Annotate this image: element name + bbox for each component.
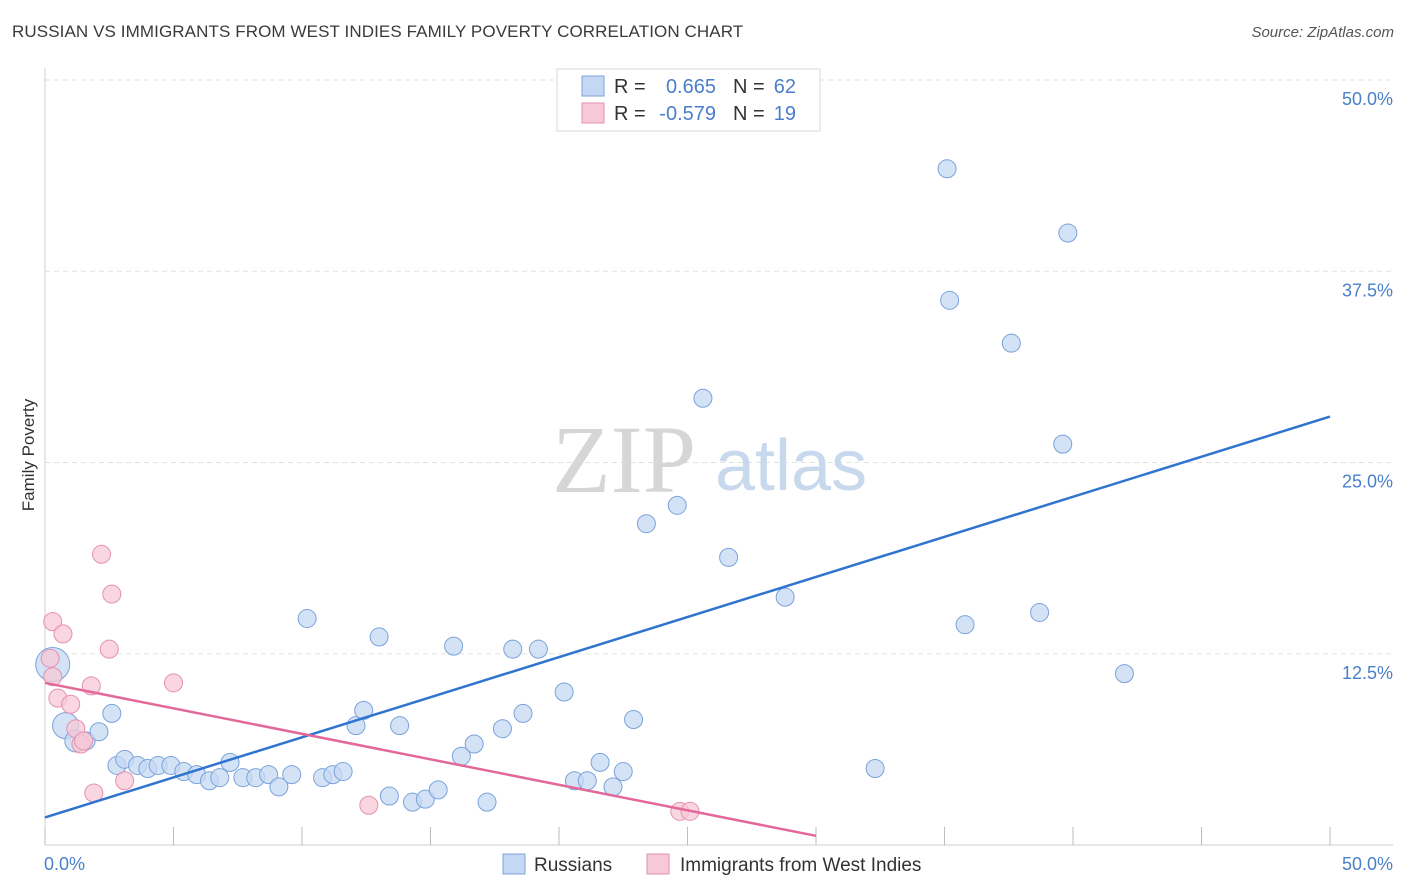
point-russians <box>282 765 302 785</box>
series-legend-swatch-russians <box>502 853 526 875</box>
y-axis-title: Family Poverty <box>19 398 38 511</box>
trend-lines <box>44 415 1331 838</box>
point-russians <box>1001 333 1021 353</box>
legend-r-value-russians: 0.665 <box>666 76 716 98</box>
point-russians <box>444 636 464 656</box>
y-tick-labels: 12.5% 25.0% 37.5% 50.0% <box>1342 89 1393 683</box>
point-russians <box>464 734 484 754</box>
point-russians <box>554 682 574 702</box>
source-note: Source: ZipAtlas.com <box>1251 24 1394 41</box>
point-russians <box>528 639 548 659</box>
x-tick-label-max: 50.0% <box>1342 854 1393 874</box>
watermark: ZIP atlas <box>552 406 867 513</box>
legend-r-label-russians: R = <box>614 76 646 98</box>
point-russians <box>492 719 512 739</box>
point-west-indies <box>43 612 63 632</box>
point-russians <box>624 710 644 730</box>
point-west-indies <box>61 694 81 714</box>
point-west-indies <box>102 584 122 604</box>
x-tick-label-min: 0.0% <box>44 854 85 874</box>
point-russians <box>693 388 713 408</box>
point-russians <box>369 627 389 647</box>
point-west-indies <box>359 795 379 815</box>
point-russians <box>89 722 109 742</box>
legend-n-value-west-indies: 19 <box>774 103 796 125</box>
y-tick-label: 37.5% <box>1342 280 1393 300</box>
point-russians <box>297 609 317 629</box>
series-legend-swatch-west-indies <box>646 853 670 875</box>
grid-lines <box>45 79 1393 655</box>
axes <box>44 68 1393 846</box>
correlation-legend: R = 0.665 N = 62 R = -0.579 N = 19 <box>556 68 821 132</box>
point-russians <box>636 514 656 534</box>
point-russians <box>667 495 687 515</box>
point-russians <box>577 771 597 791</box>
point-russians <box>937 159 957 179</box>
y-tick-label: 12.5% <box>1342 663 1393 683</box>
point-russians <box>955 615 975 635</box>
watermark-atlas: atlas <box>715 426 867 506</box>
point-russians <box>477 792 497 812</box>
series-legend-label-russians: Russians <box>534 855 612 876</box>
legend-n-value-russians: 62 <box>774 76 796 98</box>
point-west-indies <box>53 624 73 644</box>
watermark-zip: ZIP <box>552 406 696 513</box>
trend-line-west-indies <box>44 681 817 838</box>
point-russians <box>415 789 435 809</box>
point-west-indies <box>99 639 119 659</box>
legend-n-label-russians: N = <box>733 76 765 98</box>
point-west-indies <box>115 771 135 791</box>
point-russians <box>102 703 122 723</box>
point-russians <box>503 639 523 659</box>
point-russians <box>354 700 374 720</box>
point-west-indies <box>40 648 60 668</box>
point-russians <box>428 780 448 800</box>
point-russians <box>259 765 279 785</box>
point-russians <box>1030 602 1050 622</box>
legend-r-label-west-indies: R = <box>614 103 646 125</box>
point-west-indies <box>74 731 94 751</box>
point-russians <box>210 768 230 788</box>
y-tick-label: 50.0% <box>1342 89 1393 109</box>
point-west-indies <box>92 544 112 564</box>
point-russians <box>590 752 610 772</box>
legend-n-label-west-indies: N = <box>733 103 765 125</box>
series-legend-label-west-indies: Immigrants from West Indies <box>680 855 921 876</box>
scatter-points <box>35 159 1134 821</box>
legend-swatch-west-indies <box>581 102 605 124</box>
point-russians <box>1053 434 1073 454</box>
point-russians <box>333 762 353 782</box>
point-west-indies <box>43 667 63 687</box>
point-russians <box>390 716 410 736</box>
point-russians <box>1114 664 1134 684</box>
point-russians <box>775 587 795 607</box>
point-west-indies <box>164 673 183 693</box>
series-legend: Russians Immigrants from West Indies <box>502 853 921 876</box>
point-russians <box>719 547 739 567</box>
y-tick-label: 25.0% <box>1342 472 1393 492</box>
legend-r-value-west-indies: -0.579 <box>659 103 716 125</box>
point-russians <box>613 762 633 782</box>
legend-swatch-russians <box>581 75 605 97</box>
point-russians <box>1058 223 1078 243</box>
point-russians <box>940 290 960 310</box>
trend-line-russians <box>44 415 1331 819</box>
chart-title: RUSSIAN VS IMMIGRANTS FROM WEST INDIES F… <box>12 22 744 41</box>
point-russians <box>865 759 885 778</box>
point-russians <box>269 777 289 797</box>
point-russians <box>379 786 399 806</box>
point-russians <box>513 703 533 723</box>
